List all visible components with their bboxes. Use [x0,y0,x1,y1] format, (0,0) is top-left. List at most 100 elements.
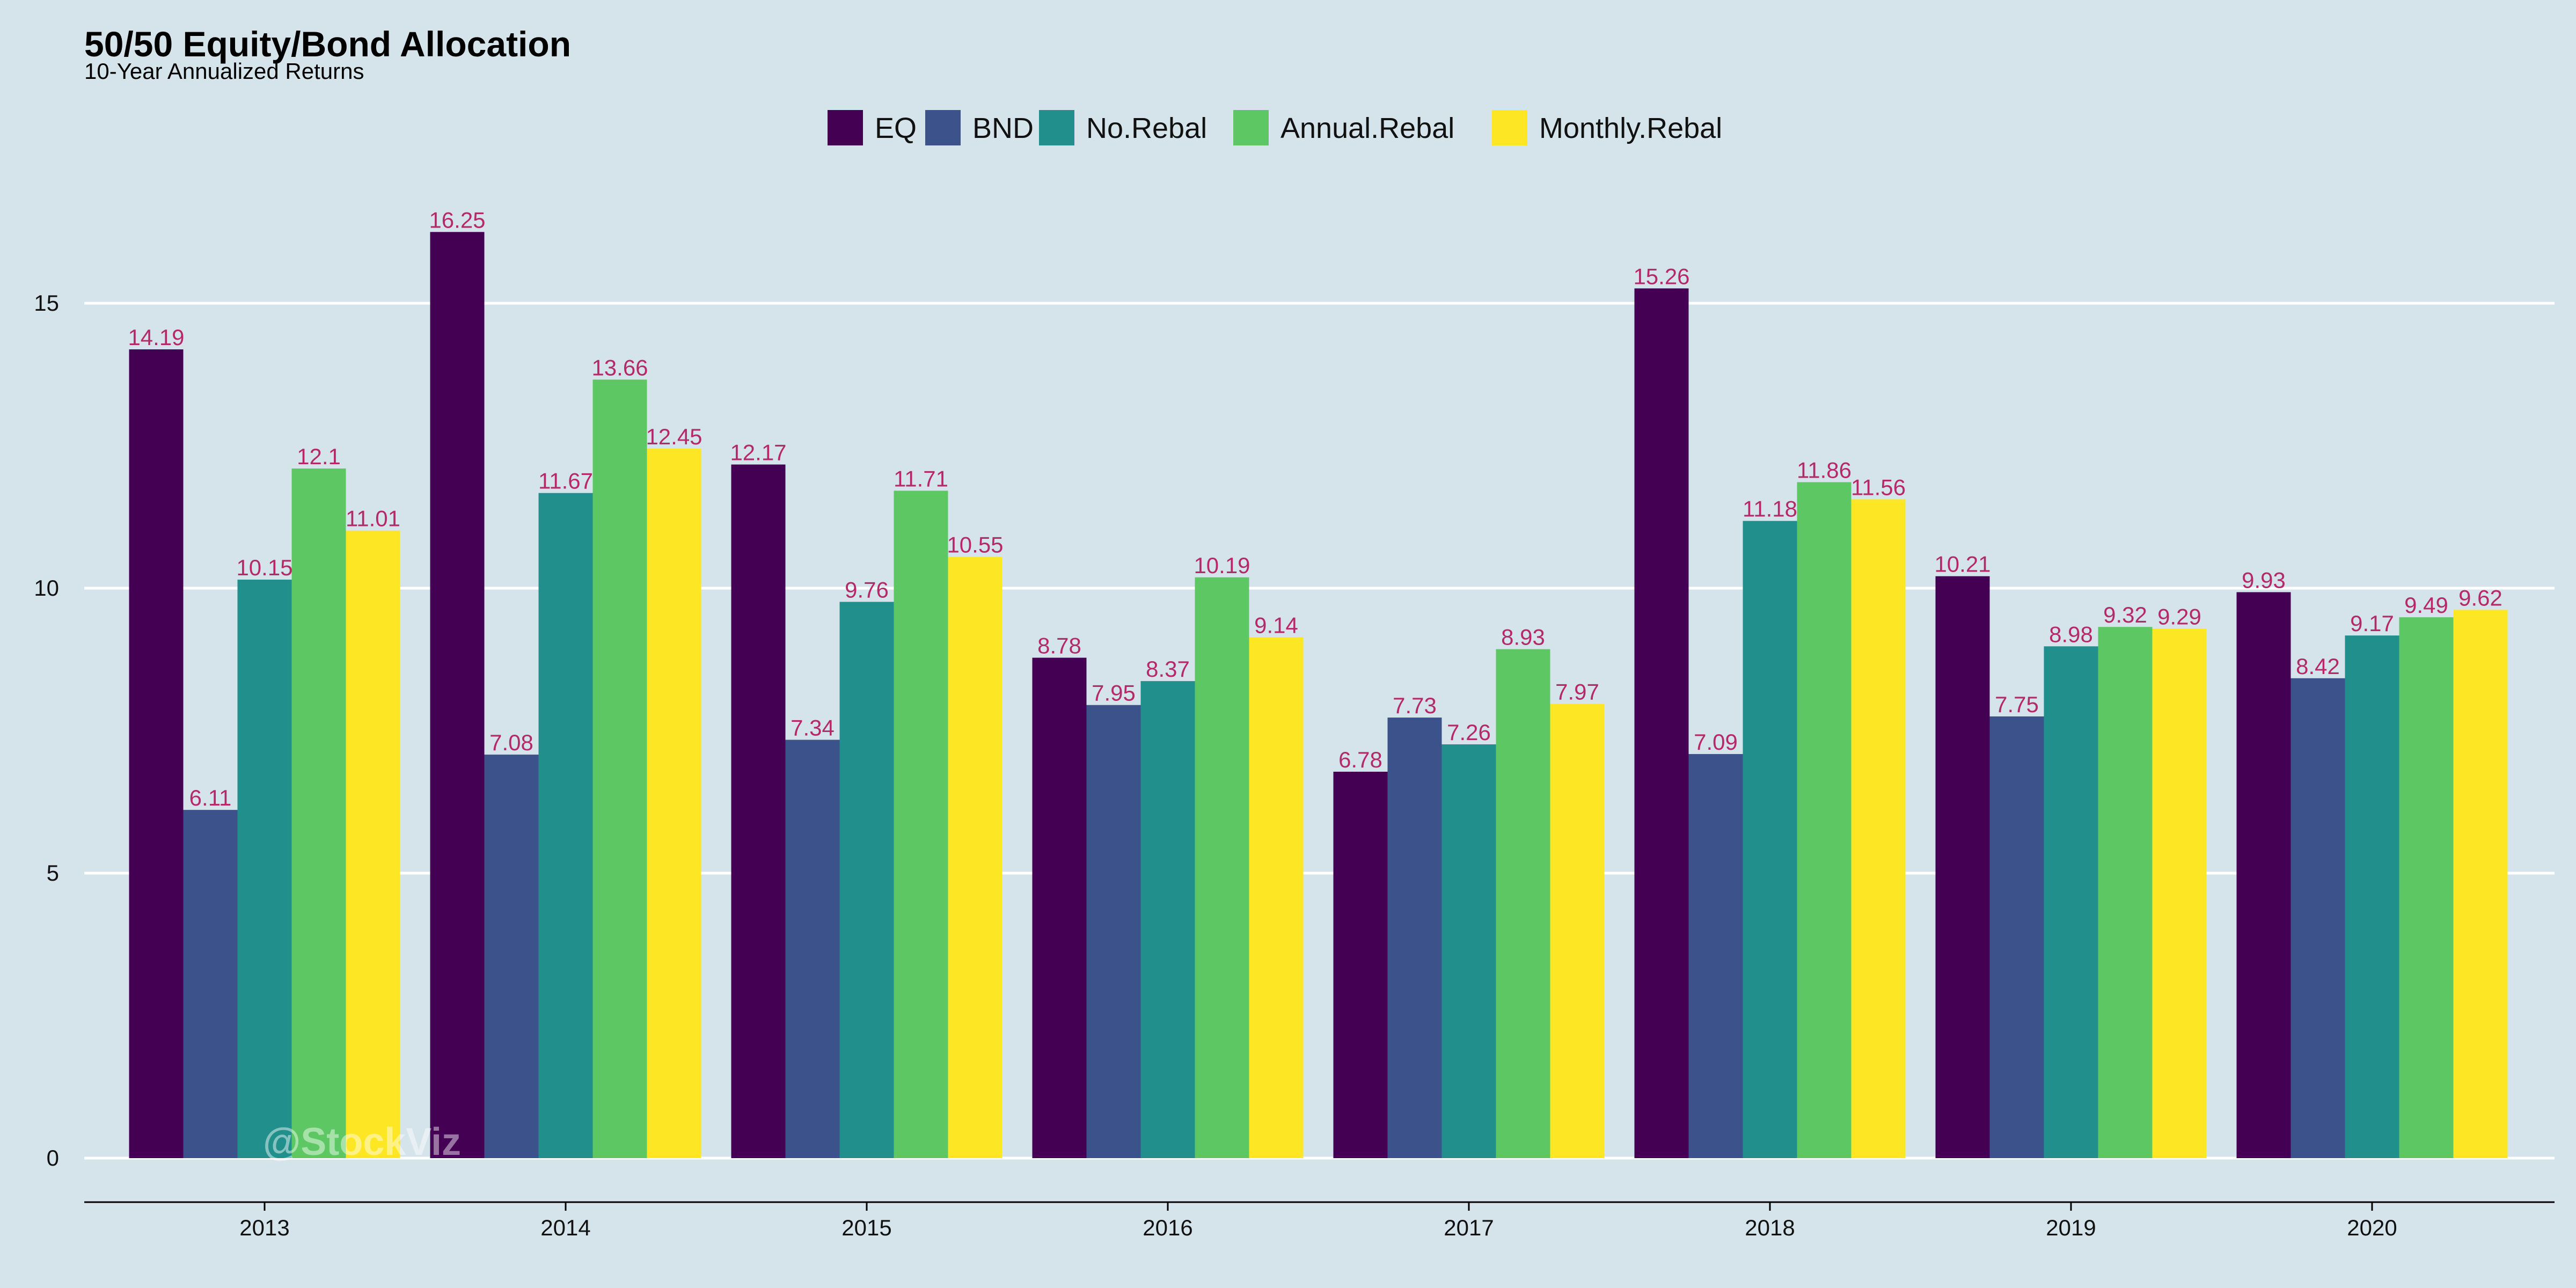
data-label-annual-rebal-2019: 9.32 [2103,602,2147,627]
data-label-eq-2018: 15.26 [1633,264,1689,289]
data-label-no-rebal-2018: 11.18 [1743,496,1797,522]
data-label-no-rebal-2016: 8.37 [1146,656,1190,682]
y-tick-label: 15 [34,290,59,316]
data-label-annual-rebal-2020: 9.49 [2404,592,2448,618]
bar-annual-rebal-2013 [291,468,346,1158]
x-tick-label: 2018 [1745,1215,1795,1240]
x-tick-label: 2019 [2046,1215,2096,1240]
bar-no-rebal-2020 [2345,635,2399,1158]
bar-no-rebal-2018 [1743,521,1797,1158]
bar-eq-2013 [129,349,184,1158]
y-tick-label: 5 [47,860,59,885]
bar-annual-rebal-2017 [1496,649,1550,1158]
data-label-bnd-2017: 7.73 [1393,693,1437,718]
bar-eq-2018 [1634,288,1689,1159]
x-tick-label: 2016 [1143,1215,1192,1240]
data-label-bnd-2020: 8.42 [2296,654,2340,679]
bar-monthly-rebal-2018 [1851,499,1906,1158]
bar-no-rebal-2017 [1441,744,1496,1158]
legend-swatch-annual-rebal [1233,110,1269,145]
bar-bnd-2019 [1989,716,2044,1158]
bar-no-rebal-2019 [2044,646,2098,1158]
legend-swatch-monthly-rebal [1492,110,1527,145]
bars [129,232,2508,1159]
bar-monthly-rebal-2015 [948,557,1002,1158]
legend: EQ BND No.Rebal Annual.Rebal Monthly.Rebal [828,110,1722,145]
x-tick-label: 2014 [540,1215,590,1240]
data-label-annual-rebal-2017: 8.93 [1501,625,1545,650]
bar-eq-2017 [1333,771,1388,1158]
data-label-bnd-2013: 6.11 [189,785,232,810]
x-tick-label: 2017 [1444,1215,1494,1240]
bar-no-rebal-2016 [1140,681,1195,1158]
bar-eq-2020 [2236,592,2291,1158]
bar-no-rebal-2015 [839,602,894,1158]
data-label-no-rebal-2013: 10.15 [236,555,292,580]
x-tick-label: 2020 [2347,1215,2397,1240]
legend-label-eq: EQ [875,112,917,144]
bar-monthly-rebal-2013 [346,530,400,1158]
legend-item-eq: EQ [828,110,917,145]
data-label-eq-2013: 14.19 [128,325,184,350]
legend-swatch-no-rebal [1039,110,1074,145]
data-label-bnd-2014: 7.08 [489,730,533,755]
data-label-eq-2020: 9.93 [2242,567,2286,592]
bar-bnd-2013 [183,810,238,1158]
data-label-annual-rebal-2018: 11.86 [1797,457,1851,482]
x-tick-label: 2015 [841,1215,891,1240]
legend-item-annual-rebal: Annual.Rebal [1233,110,1454,145]
data-label-no-rebal-2015: 9.76 [845,577,889,602]
x-axis: 2013 2014 2015 2016 2017 2018 2019 2020 [239,1202,2397,1240]
bar-annual-rebal-2016 [1195,577,1249,1158]
legend-label-no-rebal: No.Rebal [1086,112,1207,144]
bar-monthly-rebal-2020 [2453,610,2508,1158]
bar-annual-rebal-2018 [1797,482,1851,1158]
watermark: @StockViz [263,1121,461,1163]
bar-annual-rebal-2019 [2098,627,2153,1158]
y-axis: 0 5 10 15 [34,290,59,1170]
data-label-no-rebal-2017: 7.26 [1447,720,1491,745]
bar-no-rebal-2013 [237,580,292,1158]
bar-bnd-2017 [1387,718,1442,1158]
data-label-monthly-rebal-2015: 10.55 [947,532,1003,558]
legend-label-annual-rebal: Annual.Rebal [1280,112,1454,144]
bar-monthly-rebal-2014 [647,448,701,1158]
y-tick-label: 0 [47,1145,59,1170]
data-label-monthly-rebal-2014: 12.45 [646,424,702,449]
data-label-annual-rebal-2015: 11.71 [894,466,948,491]
data-label-bnd-2015: 7.34 [791,715,835,740]
data-label-annual-rebal-2014: 13.66 [591,355,648,380]
bar-eq-2019 [1935,576,1990,1158]
data-label-bnd-2016: 7.95 [1092,680,1136,706]
bar-monthly-rebal-2016 [1249,637,1304,1158]
bar-monthly-rebal-2019 [2152,628,2207,1158]
data-label-bnd-2019: 7.75 [1995,692,2039,717]
bar-bnd-2016 [1086,705,1141,1158]
bar-annual-rebal-2014 [592,379,647,1158]
bar-bnd-2020 [2290,678,2345,1158]
bar-monthly-rebal-2017 [1550,704,1605,1158]
data-label-monthly-rebal-2018: 11.56 [1851,474,1906,500]
data-label-eq-2019: 10.21 [1934,552,1990,577]
data-label-eq-2016: 8.78 [1037,633,1081,658]
bar-bnd-2014 [484,755,539,1158]
data-label-no-rebal-2020: 9.17 [2350,611,2394,636]
bar-bnd-2018 [1688,754,1743,1158]
data-label-monthly-rebal-2016: 9.14 [1254,612,1298,638]
chart-subtitle: 10-Year Annualized Returns [84,58,364,84]
data-label-monthly-rebal-2019: 9.29 [2157,604,2201,629]
y-tick-label: 10 [34,575,59,601]
data-label-no-rebal-2014: 11.67 [538,469,593,494]
data-label-monthly-rebal-2020: 9.62 [2458,585,2502,610]
legend-item-bnd: BND [925,110,1034,145]
data-label-bnd-2018: 7.09 [1694,729,1738,755]
legend-swatch-eq [828,110,863,145]
data-label-annual-rebal-2016: 10.19 [1194,553,1250,578]
bar-annual-rebal-2020 [2399,617,2454,1158]
bar-eq-2015 [731,464,786,1158]
data-label-no-rebal-2019: 8.98 [2049,621,2093,647]
legend-label-bnd: BND [972,112,1034,144]
x-tick-label: 2013 [239,1215,289,1240]
legend-label-monthly-rebal: Monthly.Rebal [1539,112,1722,144]
